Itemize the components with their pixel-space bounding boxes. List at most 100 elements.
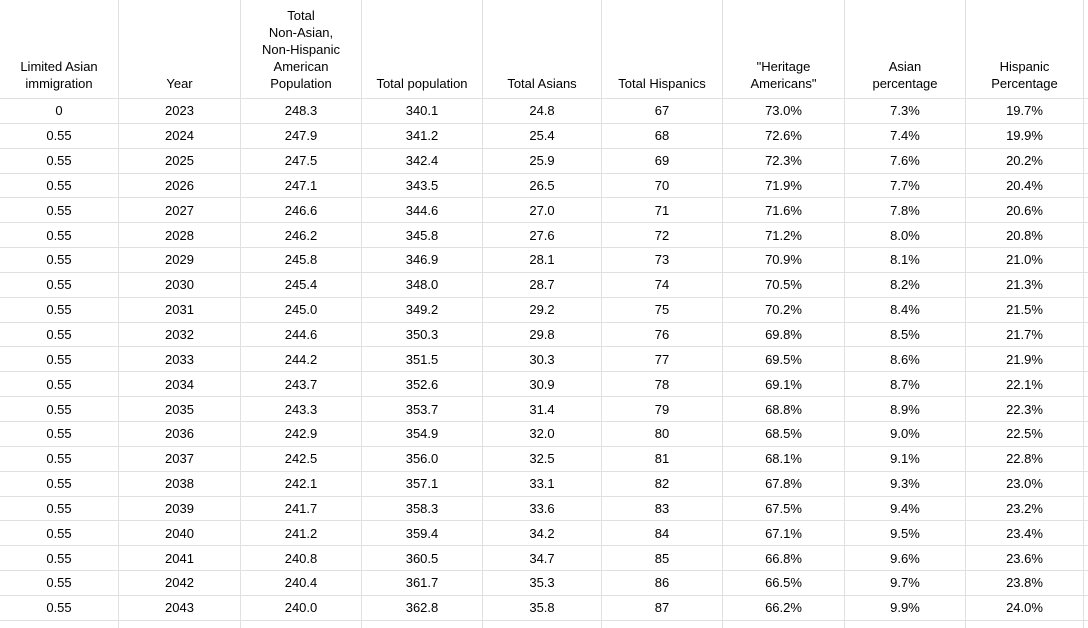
cell[interactable]: 0.55	[0, 272, 119, 298]
cell[interactable]: 356.0	[362, 446, 483, 472]
sliver-cell[interactable]	[1084, 421, 1088, 447]
cell[interactable]: 244.6	[241, 322, 362, 348]
partial-row-cell[interactable]	[483, 620, 602, 628]
cell[interactable]: 25.9	[483, 148, 602, 174]
cell[interactable]: 30.9	[483, 372, 602, 398]
cell[interactable]: 241.7	[241, 496, 362, 522]
cell[interactable]: 9.0%	[845, 421, 966, 447]
cell[interactable]: 85	[602, 546, 723, 572]
cell[interactable]: 20.4%	[966, 173, 1084, 199]
cell[interactable]: 19.9%	[966, 123, 1084, 149]
cell[interactable]: 22.8%	[966, 446, 1084, 472]
cell[interactable]: 240.0	[241, 595, 362, 621]
cell[interactable]: 2028	[119, 223, 241, 249]
cell[interactable]: 77	[602, 347, 723, 373]
cell[interactable]: 0.55	[0, 223, 119, 249]
cell[interactable]: 82	[602, 471, 723, 497]
cell[interactable]: 350.3	[362, 322, 483, 348]
column-header-cell[interactable]: Total Hispanics	[602, 0, 723, 99]
cell[interactable]: 9.3%	[845, 471, 966, 497]
cell[interactable]: 74	[602, 272, 723, 298]
cell[interactable]: 348.0	[362, 272, 483, 298]
cell[interactable]: 73.0%	[723, 99, 845, 124]
cell[interactable]: 23.4%	[966, 521, 1084, 547]
cell[interactable]: 2036	[119, 421, 241, 447]
cell[interactable]: 23.6%	[966, 546, 1084, 572]
sliver-cell[interactable]	[1084, 272, 1088, 298]
cell[interactable]: 8.9%	[845, 397, 966, 422]
cell[interactable]: 21.5%	[966, 297, 1084, 323]
cell[interactable]: 354.9	[362, 421, 483, 447]
cell[interactable]: 68.8%	[723, 397, 845, 422]
sliver-cell[interactable]	[1084, 173, 1088, 199]
partial-row-cell[interactable]	[0, 620, 119, 628]
cell[interactable]: 246.2	[241, 223, 362, 249]
cell[interactable]: 34.7	[483, 546, 602, 572]
cell[interactable]: 9.9%	[845, 595, 966, 621]
column-header-cell[interactable]: "Heritage Americans"	[723, 0, 845, 99]
sliver-cell[interactable]	[1084, 297, 1088, 323]
cell[interactable]: 23.2%	[966, 496, 1084, 522]
cell[interactable]: 22.3%	[966, 397, 1084, 422]
sliver-cell[interactable]	[1084, 446, 1088, 472]
cell[interactable]: 8.0%	[845, 223, 966, 249]
cell[interactable]: 69.5%	[723, 347, 845, 373]
cell[interactable]: 81	[602, 446, 723, 472]
cell[interactable]: 33.1	[483, 471, 602, 497]
cell[interactable]: 242.5	[241, 446, 362, 472]
cell[interactable]: 70.2%	[723, 297, 845, 323]
column-header-cell[interactable]: Hispanic Percentage	[966, 0, 1084, 99]
cell[interactable]: 20.2%	[966, 148, 1084, 174]
cell[interactable]: 24.0%	[966, 595, 1084, 621]
cell[interactable]: 29.2	[483, 297, 602, 323]
cell[interactable]: 245.4	[241, 272, 362, 298]
cell[interactable]: 73	[602, 248, 723, 273]
cell[interactable]: 0.55	[0, 546, 119, 572]
cell[interactable]: 21.9%	[966, 347, 1084, 373]
cell[interactable]: 351.5	[362, 347, 483, 373]
cell[interactable]: 80	[602, 421, 723, 447]
cell[interactable]: 9.7%	[845, 571, 966, 596]
cell[interactable]: 244.2	[241, 347, 362, 373]
cell[interactable]: 0.55	[0, 595, 119, 621]
cell[interactable]: 8.7%	[845, 372, 966, 398]
cell[interactable]: 71.9%	[723, 173, 845, 199]
partial-row-cell[interactable]	[845, 620, 966, 628]
cell[interactable]: 242.1	[241, 471, 362, 497]
cell[interactable]: 241.2	[241, 521, 362, 547]
cell[interactable]: 0.55	[0, 496, 119, 522]
cell[interactable]: 72.6%	[723, 123, 845, 149]
cell[interactable]: 69	[602, 148, 723, 174]
cell[interactable]: 2042	[119, 571, 241, 596]
cell[interactable]: 78	[602, 372, 723, 398]
cell[interactable]: 247.1	[241, 173, 362, 199]
cell[interactable]: 72.3%	[723, 148, 845, 174]
cell[interactable]: 7.4%	[845, 123, 966, 149]
cell[interactable]: 22.1%	[966, 372, 1084, 398]
cell[interactable]: 68.1%	[723, 446, 845, 472]
cell[interactable]: 67	[602, 99, 723, 124]
cell[interactable]: 240.8	[241, 546, 362, 572]
cell[interactable]: 346.9	[362, 248, 483, 273]
cell[interactable]: 67.5%	[723, 496, 845, 522]
cell[interactable]: 30.3	[483, 347, 602, 373]
sliver-cell[interactable]	[1084, 123, 1088, 149]
cell[interactable]: 66.5%	[723, 571, 845, 596]
cell[interactable]: 0.55	[0, 471, 119, 497]
cell[interactable]: 2031	[119, 297, 241, 323]
cell[interactable]: 8.2%	[845, 272, 966, 298]
cell[interactable]: 0.55	[0, 347, 119, 373]
cell[interactable]: 71	[602, 198, 723, 224]
header-sliver-cell[interactable]	[1084, 0, 1088, 99]
column-header-cell[interactable]: Limited Asian immigration	[0, 0, 119, 99]
cell[interactable]: 67.8%	[723, 471, 845, 497]
cell[interactable]: 70	[602, 173, 723, 199]
cell[interactable]: 86	[602, 571, 723, 596]
cell[interactable]: 24.8	[483, 99, 602, 124]
sliver-cell[interactable]	[1084, 148, 1088, 174]
cell[interactable]: 245.8	[241, 248, 362, 273]
sliver-cell[interactable]	[1084, 248, 1088, 273]
cell[interactable]: 247.5	[241, 148, 362, 174]
cell[interactable]: 20.6%	[966, 198, 1084, 224]
column-header-cell[interactable]: Total population	[362, 0, 483, 99]
